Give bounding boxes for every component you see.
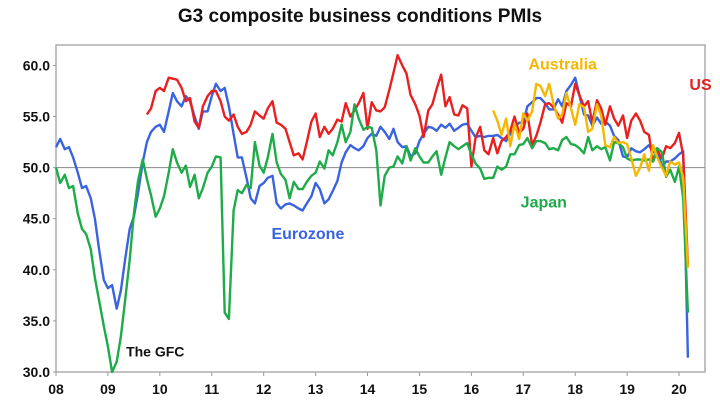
x-tick-label: 18	[567, 381, 583, 397]
gfc-annotation: The GFC	[126, 344, 184, 360]
y-tick-label: 45.0	[23, 211, 50, 227]
x-tick-label: 10	[152, 381, 168, 397]
series-labels: Eurozone US Japan Australia	[271, 57, 712, 244]
x-tick-label: 15	[412, 381, 428, 397]
x-tick-label: 12	[256, 381, 272, 397]
series-label-us: US	[689, 77, 712, 94]
y-tick-label: 50.0	[23, 160, 50, 176]
series-label-japan: Japan	[521, 194, 567, 211]
y-tick-label: 30.0	[23, 364, 50, 380]
x-tick-label: 20	[671, 381, 687, 397]
x-tick-label: 17	[515, 381, 531, 397]
x-tick-label: 14	[360, 381, 376, 397]
series-line-eurozone	[54, 76, 690, 358]
x-tick-label: 09	[100, 381, 116, 397]
series-line-japan	[54, 103, 690, 374]
series-label-eurozone: Eurozone	[271, 226, 344, 243]
y-tick-label: 55.0	[23, 109, 50, 125]
x-tick-label: 13	[308, 381, 324, 397]
series-line-australia	[492, 82, 690, 268]
series-line-us	[145, 54, 690, 265]
x-tick-label: 11	[204, 381, 219, 397]
plot-area	[55, 44, 706, 373]
y-tick-label: 60.0	[23, 57, 50, 73]
x-tick-label: 16	[464, 381, 480, 397]
y-tick-label: 35.0	[23, 313, 50, 329]
y-tick-label: 40.0	[23, 262, 50, 278]
x-axis: 08 09 10 11 12 13 14 15 16 17 18 19 20	[48, 372, 687, 397]
x-tick-label: 19	[619, 381, 635, 397]
x-tick-label: 08	[48, 381, 64, 397]
chart-title: G3 composite business conditions PMIs	[177, 6, 543, 27]
series-label-australia: Australia	[528, 57, 597, 74]
series-layer	[54, 54, 690, 374]
y-axis: 30.0 35.0 40.0 45.0 50.0 55.0 60.0	[23, 57, 56, 380]
